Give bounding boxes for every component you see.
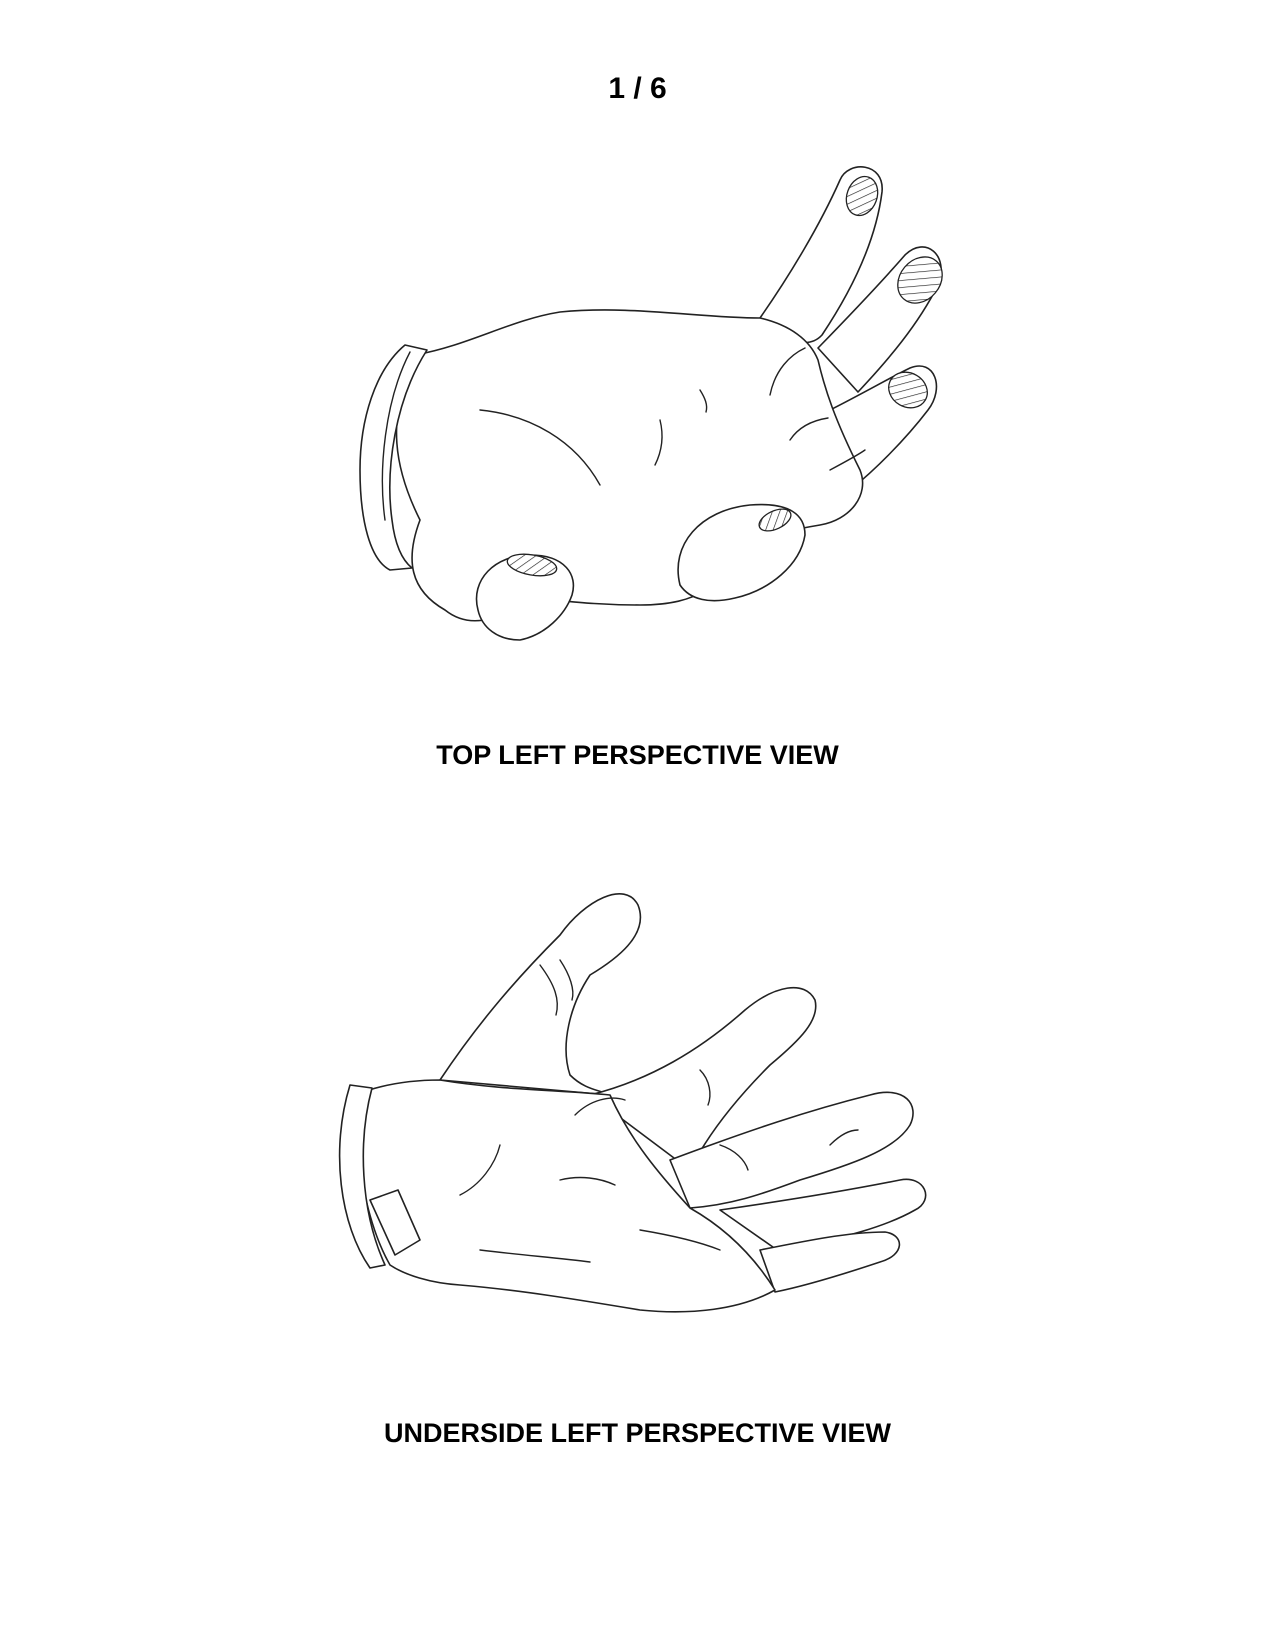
- sheet-number: 1 / 6: [608, 72, 667, 105]
- underside-left-perspective-figure: [338, 893, 927, 1313]
- underside-left-perspective-caption: UNDERSIDE LEFT PERSPECTIVE VIEW: [383, 1418, 892, 1448]
- top-left-perspective-figure: [359, 166, 943, 641]
- top-left-perspective-caption: TOP LEFT PERSPECTIVE VIEW: [436, 740, 839, 770]
